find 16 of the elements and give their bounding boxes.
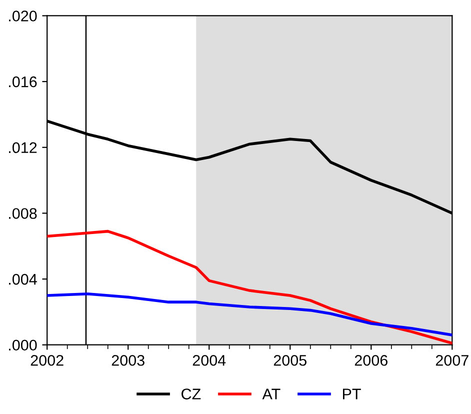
x-tick-label: 2006 — [354, 354, 388, 366]
x-tick-label: 2002 — [30, 354, 64, 366]
legend-label: PT — [343, 388, 361, 400]
y-tick-label: .004 — [9, 274, 37, 285]
x-tick-label: 2005 — [274, 354, 306, 366]
y-tick-label: .012 — [9, 142, 37, 154]
y-tick-label: .016 — [9, 76, 37, 88]
legend-label: CZ — [182, 388, 201, 400]
x-tick-label: 2004 — [192, 354, 226, 366]
x-tick-label: 2007 — [436, 354, 468, 366]
y-tick-label: .000 — [9, 340, 37, 351]
y-tick-label: .020 — [9, 10, 37, 22]
x-tick-label: 2003 — [112, 354, 144, 366]
legend-label: AT — [262, 388, 280, 400]
line-series — [47, 292, 452, 336]
y-tick-label: .008 — [9, 208, 37, 219]
